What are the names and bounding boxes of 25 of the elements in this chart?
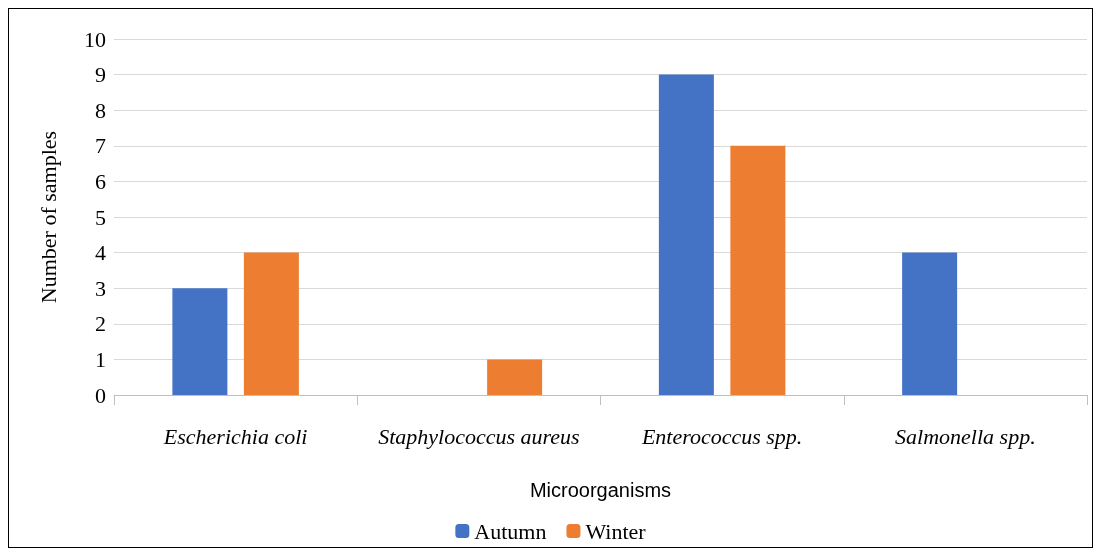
y-tick-label: 7 <box>95 133 106 159</box>
bar <box>172 288 228 395</box>
y-tick-label: 1 <box>95 346 106 372</box>
y-tick-label: 0 <box>95 382 106 408</box>
y-tick-label: 10 <box>84 26 106 52</box>
x-tick-label: Salmonella spp. <box>895 423 1036 449</box>
y-tick-label: 4 <box>95 240 106 266</box>
bar <box>658 74 714 395</box>
y-tick-label: 9 <box>95 62 106 88</box>
x-tick-label: Escherichia coli <box>162 423 308 449</box>
legend-label: Winter <box>585 518 647 544</box>
bar <box>487 359 543 395</box>
x-tick-label: Staphylococcus aureus <box>378 423 580 449</box>
legend-label: Autumn <box>474 518 547 544</box>
y-tick-label: 2 <box>95 311 106 337</box>
bar <box>730 145 786 395</box>
y-tick-label: 6 <box>95 168 106 194</box>
bar <box>243 252 299 395</box>
y-tick-label: 5 <box>95 204 106 230</box>
x-tick-label: Enterococcus spp. <box>640 423 803 449</box>
y-tick-label: 3 <box>95 275 106 301</box>
y-axis-title: Number of samples <box>35 130 61 304</box>
x-axis-title: Microorganisms <box>529 479 672 501</box>
y-tick-label: 8 <box>95 97 106 123</box>
bar <box>902 252 958 395</box>
